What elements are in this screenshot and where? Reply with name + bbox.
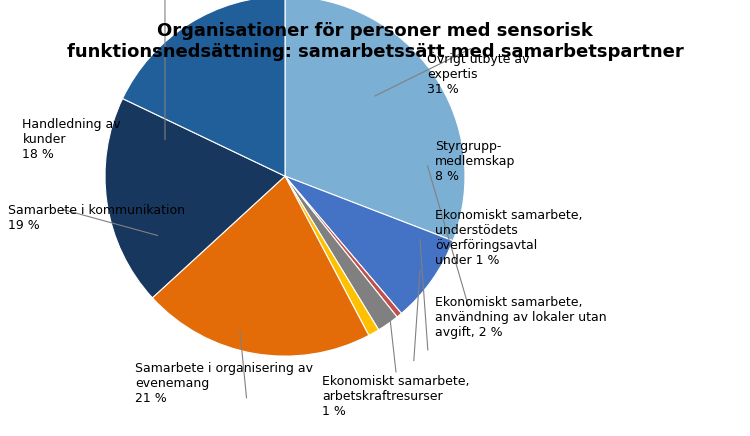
Wedge shape <box>122 0 285 176</box>
Wedge shape <box>285 176 397 330</box>
Text: Styrgrupp-
medlemskap
8 %: Styrgrupp- medlemskap 8 % <box>435 140 515 183</box>
Text: Ekonomiskt samarbete,
användning av lokaler utan
avgift, 2 %: Ekonomiskt samarbete, användning av loka… <box>435 296 607 340</box>
Wedge shape <box>105 99 285 298</box>
Text: Ekonomiskt samarbete,
arbetskraftresurser
1 %: Ekonomiskt samarbete, arbetskraftresurse… <box>322 375 470 418</box>
Text: Övrigt utbyte av
expertis
31 %: Övrigt utbyte av expertis 31 % <box>427 52 530 96</box>
Wedge shape <box>285 176 379 335</box>
Text: Samarbete i organisering av
evenemang
21 %: Samarbete i organisering av evenemang 21… <box>135 362 313 405</box>
Text: Samarbete i kommunikation
19 %: Samarbete i kommunikation 19 % <box>8 204 184 232</box>
Wedge shape <box>285 0 465 241</box>
Wedge shape <box>152 176 369 356</box>
Wedge shape <box>285 176 453 313</box>
Text: Organisationer för personer med sensorisk
funktionsnedsättning: samarbetssätt me: Organisationer för personer med sensoris… <box>67 22 683 61</box>
Wedge shape <box>285 176 401 317</box>
Text: Handledning av
kunder
18 %: Handledning av kunder 18 % <box>22 118 122 161</box>
Text: Ekonomiskt samarbete,
understödets
överföringsavtal
under 1 %: Ekonomiskt samarbete, understödets överf… <box>435 209 583 267</box>
